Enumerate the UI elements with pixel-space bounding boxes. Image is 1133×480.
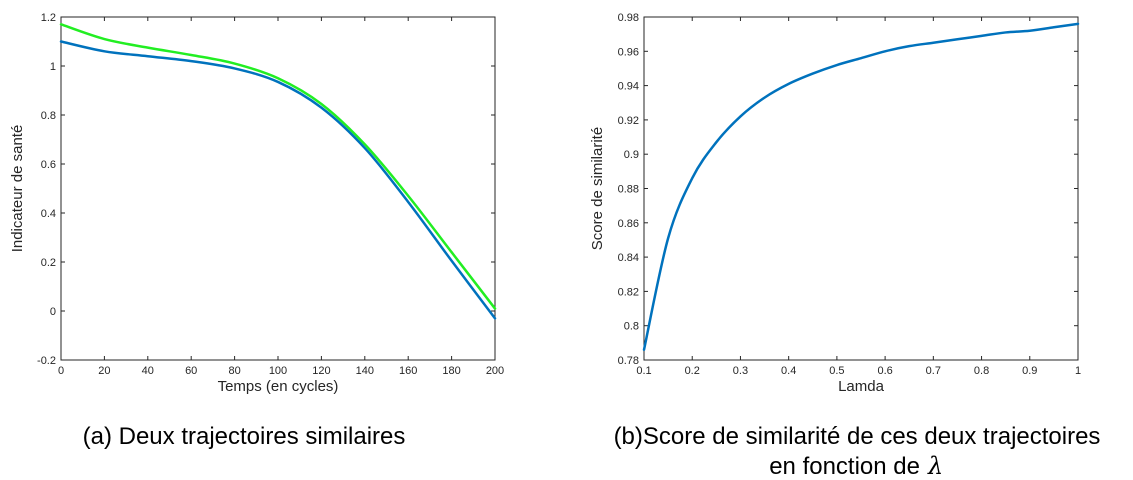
x-tick-label: 0.2 (685, 365, 700, 377)
x-tick-label: 160 (399, 365, 417, 377)
series-line-1 (644, 24, 1078, 350)
x-tick-label: 180 (442, 365, 460, 377)
x-tick-label: 80 (228, 365, 240, 377)
y-tick-label: 0.98 (618, 12, 639, 24)
y-tick-label: 0.9 (624, 149, 639, 161)
chart-b: 0.1 0.2 0.3 0.4 0.5 0.6 0.7 0.8 0.9 10.780.80.820… (589, 12, 1081, 395)
x-tick-label: 0.5 (829, 365, 844, 377)
y-tick-label: 1 (50, 61, 56, 73)
y-tick-label: 0 (50, 306, 56, 318)
y-tick-label: 0.88 (618, 184, 639, 196)
x-axis-label: Lamda (838, 378, 885, 395)
x-tick-label: 0.8 (974, 365, 989, 377)
y-tick-label: 0.8 (624, 321, 639, 333)
y-tick-label: 0.82 (618, 286, 639, 298)
x-tick-label: 100 (269, 365, 287, 377)
chart-a: 0 20 40 60 80 100 120 140 160 180 200-0.200.20.40.… (9, 12, 504, 395)
caption-a: (a) Deux trajectoires similaires (83, 423, 406, 450)
caption-b-line1: (b)Score de similarité de ces deux traje… (614, 423, 1101, 450)
series-line-2 (61, 42, 495, 319)
x-tick-label: 120 (312, 365, 330, 377)
y-tick-label: 0.8 (41, 110, 56, 122)
x-tick-label: 0.4 (781, 365, 796, 377)
y-tick-label: 0.78 (618, 355, 639, 367)
x-tick-label: 0 (58, 365, 64, 377)
x-tick-label: 40 (142, 365, 154, 377)
lambda-symbol: λ (927, 452, 943, 480)
x-tick-label: 20 (98, 365, 110, 377)
y-tick-label: 1.2 (41, 12, 56, 24)
y-tick-label: 0.84 (618, 252, 639, 264)
y-tick-label: 0.6 (41, 159, 56, 171)
x-tick-label: 1 (1075, 365, 1081, 377)
caption-b-line2: en fonction de (769, 453, 920, 480)
plot-frame (644, 17, 1078, 360)
y-tick-label: 0.4 (41, 208, 56, 220)
x-tick-label: 0.7 (926, 365, 941, 377)
plot-frame (61, 17, 495, 360)
y-tick-label: 0.86 (618, 218, 639, 230)
x-tick-label: 0.6 (877, 365, 892, 377)
x-tick-label: 60 (185, 365, 197, 377)
x-tick-label: 0.3 (733, 365, 748, 377)
y-tick-label: 0.96 (618, 46, 639, 58)
y-axis-label: Score de similarité (589, 127, 606, 250)
x-tick-label: 140 (356, 365, 374, 377)
y-axis-label: Indicateur de santé (9, 125, 26, 253)
x-tick-label: 200 (486, 365, 504, 377)
x-axis-label: Temps (en cycles) (218, 378, 339, 395)
y-tick-label: -0.2 (37, 355, 56, 367)
y-tick-label: 0.92 (618, 115, 639, 127)
y-tick-label: 0.2 (41, 257, 56, 269)
y-tick-label: 0.94 (618, 81, 639, 93)
series-line-1 (61, 24, 495, 308)
x-tick-label: 0.9 (1022, 365, 1037, 377)
